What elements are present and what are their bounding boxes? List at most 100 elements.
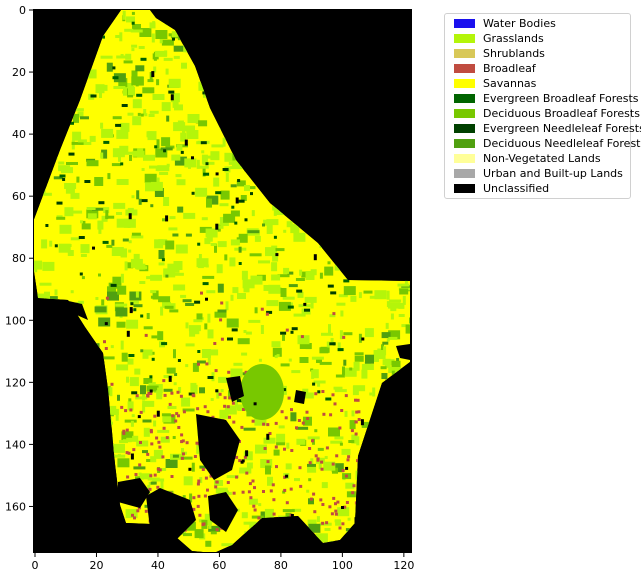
grassland-patch <box>292 508 302 512</box>
grassland-patch <box>136 440 149 447</box>
grassland-patch <box>115 411 119 421</box>
deciduous-broadleaf-patch <box>280 288 287 297</box>
grassland-patch <box>188 165 191 169</box>
grassland-patch <box>288 358 292 362</box>
broadleaf-patch <box>180 440 184 444</box>
broadleaf-patch <box>103 340 106 344</box>
broadleaf-patch <box>149 392 153 395</box>
deciduous-needleleaf-patch <box>173 45 186 52</box>
deciduous-needleleaf-patch <box>133 304 143 308</box>
y-tick-label: 80 <box>12 252 26 265</box>
grassland-patch <box>251 210 255 217</box>
broadleaf-patch <box>163 393 167 397</box>
grassland-patch <box>122 439 132 443</box>
savanna-base-region <box>33 10 410 553</box>
grassland-patch <box>221 543 234 547</box>
grassland-patch <box>317 380 321 387</box>
deciduous-broadleaf-patch <box>131 232 141 236</box>
legend-label: Water Bodies <box>483 17 556 30</box>
deciduous-broadleaf-patch <box>361 421 371 428</box>
grassland-patch <box>207 355 211 365</box>
grassland-patch <box>236 508 240 512</box>
grassland-patch <box>157 165 170 172</box>
grassland-patch <box>169 216 176 220</box>
deciduous-broadleaf-patch <box>346 491 356 498</box>
broadleaf-patch <box>297 419 301 422</box>
grassland-patch <box>86 207 96 210</box>
deciduous-broadleaf-patch <box>265 465 271 475</box>
deciduous-broadleaf-patch <box>131 11 135 15</box>
grassland-patch <box>208 522 212 529</box>
grassland-patch <box>104 84 108 91</box>
grassland-patch <box>271 341 281 348</box>
broadleaf-patch <box>175 412 179 416</box>
broadleaf-patch <box>356 398 360 402</box>
legend-swatch <box>454 64 475 73</box>
deciduous-broadleaf-patch <box>282 334 285 341</box>
grassland-patch <box>297 335 310 345</box>
grassland-patch <box>369 392 373 396</box>
evergreen-forest-patch <box>317 390 321 394</box>
grassland-patch <box>186 130 199 139</box>
deciduous-broadleaf-patch <box>183 533 192 537</box>
broadleaf-patch <box>325 521 329 525</box>
broadleaf-patch <box>285 501 289 505</box>
grassland-patch <box>353 385 366 392</box>
evergreen-forest-patch <box>200 141 207 145</box>
grassland-patch <box>217 241 227 248</box>
deciduous-needleleaf-patch <box>177 206 184 213</box>
grassland-patch <box>125 509 138 519</box>
plot-frame <box>33 9 412 553</box>
unclassified-speck <box>130 453 134 460</box>
grassland-patch <box>125 53 132 60</box>
grassland-patch <box>326 341 330 348</box>
evergreen-forest-patch <box>330 291 337 295</box>
broadleaf-patch <box>232 491 236 495</box>
broadleaf-patch <box>330 512 334 516</box>
evergreen-forest-patch <box>280 331 287 335</box>
broadleaf-patch <box>342 335 346 339</box>
deciduous-needleleaf-patch <box>101 149 108 159</box>
grassland-patch <box>185 364 189 368</box>
broadleaf-patch <box>197 494 201 498</box>
grassland-patch <box>130 258 143 268</box>
grassland-patch <box>361 364 374 370</box>
grassland-patch <box>337 507 350 517</box>
unclassified-speck <box>317 111 321 115</box>
deciduous-needleleaf-patch <box>80 116 89 120</box>
deciduous-needleleaf-patch <box>185 303 195 306</box>
deciduous-broadleaf-patch <box>117 285 127 295</box>
broadleaf-patch <box>320 467 324 471</box>
grassland-patch <box>157 429 170 433</box>
broadleaf-patch <box>325 446 329 450</box>
grassland-patch <box>141 168 145 171</box>
broadleaf-patch <box>329 413 333 417</box>
broadleaf-patch <box>354 420 358 424</box>
broadleaf-patch <box>308 461 312 465</box>
grassland-patch <box>95 297 99 300</box>
grassland-patch <box>160 468 167 471</box>
evergreen-forest-patch <box>130 302 134 306</box>
y-tick-label: 60 <box>12 190 26 203</box>
deciduous-broadleaf-patch <box>107 286 116 296</box>
deciduous-needleleaf-patch <box>133 466 146 470</box>
grassland-patch <box>142 352 149 359</box>
grassland-patch <box>355 470 359 480</box>
unclassified-speck <box>215 172 219 176</box>
deciduous-broadleaf-patch <box>282 490 286 494</box>
grassland-patch <box>130 420 134 427</box>
grassland-patch <box>74 108 84 112</box>
broadleaf-patch <box>245 471 249 475</box>
grassland-patch <box>315 534 328 538</box>
grassland-patch <box>160 436 170 443</box>
deciduous-needleleaf-patch <box>287 271 294 275</box>
deciduous-broadleaf-patch <box>303 416 312 426</box>
evergreen-forest-patch <box>128 354 135 357</box>
unclassified-area <box>226 376 244 402</box>
grassland-patch <box>307 436 320 440</box>
deciduous-broadleaf-patch <box>183 521 196 531</box>
grassland-patch <box>397 283 410 287</box>
deciduous-needleleaf-patch <box>217 309 227 313</box>
unclassified-speck <box>273 68 276 75</box>
deciduous-needleleaf-patch <box>113 73 126 83</box>
